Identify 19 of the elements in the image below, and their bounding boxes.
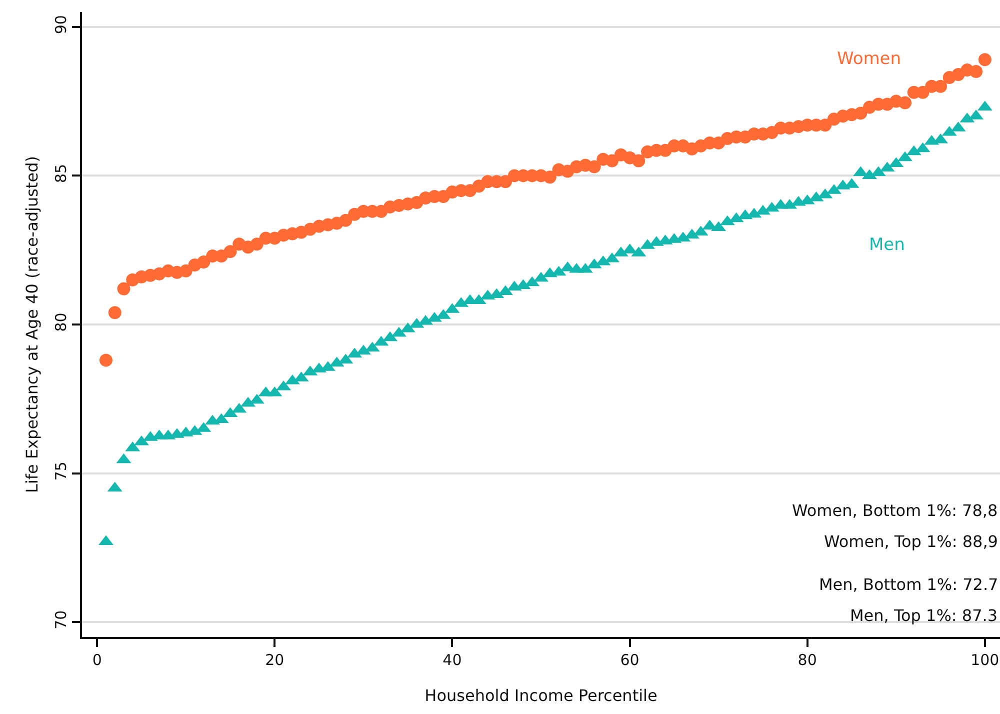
annotation: Women, Top 1%: 88,9 [824,532,998,551]
y-axis-title: Life Expectancy at Age 40 (race-adjusted) [22,156,42,493]
annotation: Women, Bottom 1%: 78,8 [792,501,998,520]
x-axis-title: Household Income Percentile [424,686,658,706]
x-tick-label: 0 [92,651,102,669]
y-tick-label: 90 [52,15,70,34]
x-tick-label: 80 [798,651,817,669]
y-tick-label: 70 [52,610,70,630]
x-tick-label: 20 [265,651,284,669]
x-tick-label: 60 [620,651,640,669]
y-tick-label: 80 [52,312,70,332]
y-tick-label: 75 [52,462,70,481]
annotation: Men, Bottom 1%: 72.7 [819,575,998,594]
annotation: Men, Top 1%: 87.3 [850,606,998,625]
x-tick-label: 100 [970,651,1000,669]
x-tick-label: 40 [442,651,462,669]
series-label: Women [837,49,902,69]
text: Men [869,235,905,255]
y-tick-label: 85 [52,164,70,183]
